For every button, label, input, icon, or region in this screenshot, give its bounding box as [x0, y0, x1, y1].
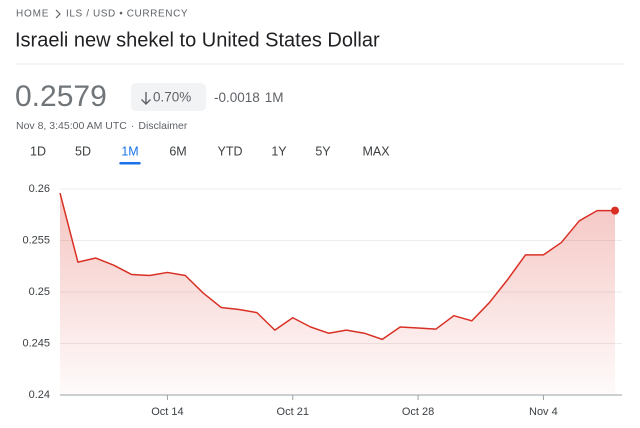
chart: 0.24 0.245 0.25 0.255 0.26 Oct 14 Oct 21 Oct 28…	[22, 183, 622, 418]
timestamp: Nov 8, 3:45:00 AM UTC	[16, 120, 127, 132]
change-badge	[131, 83, 206, 111]
price: 0.2579	[15, 80, 107, 113]
change-period: 1M	[265, 90, 284, 105]
range-tab[interactable]: 1Y	[271, 144, 287, 158]
last-point	[611, 206, 619, 215]
range-tab[interactable]: 1M	[121, 144, 138, 158]
range-tab[interactable]: 5D	[75, 144, 91, 158]
breadcrumb-home[interactable]: HOME	[16, 9, 49, 20]
breadcrumb-chevron	[55, 9, 61, 19]
y-tick-label: 0.24	[29, 389, 50, 401]
separator: ·	[131, 120, 135, 132]
page-title: Israeli new shekel to United States Doll…	[15, 29, 380, 51]
range-tabs: 1D 5D 1M 6M YTD 1Y 5Y MAX	[30, 144, 390, 165]
y-tick-label: 0.26	[29, 183, 50, 195]
change-value: -0.0018	[214, 90, 260, 105]
active-tab-underline	[119, 162, 141, 165]
down-arrow	[141, 92, 151, 105]
x-tick-label: Oct 21	[277, 406, 309, 418]
y-tick-label: 0.255	[22, 234, 50, 246]
range-tab[interactable]: YTD	[218, 144, 243, 158]
range-tab[interactable]: 1D	[30, 144, 46, 158]
breadcrumb-current: ILS / USD • CURRENCY	[66, 9, 188, 20]
y-tick-label: 0.245	[22, 337, 50, 349]
x-tick-label: Oct 28	[402, 406, 434, 418]
x-tick-label: Oct 14	[151, 406, 183, 418]
timestamp-line: Nov 8, 3:45:00 AM UTC · Disclaimer	[16, 120, 188, 132]
range-tab[interactable]: MAX	[362, 144, 390, 158]
change-amount: -0.0018 1M	[214, 90, 284, 105]
x-tick-label: Nov 4	[529, 406, 558, 418]
range-tab[interactable]: 5Y	[315, 144, 331, 158]
disclaimer[interactable]: Disclaimer	[138, 120, 188, 132]
range-tab[interactable]: 6M	[169, 144, 186, 158]
y-tick-label: 0.25	[29, 286, 50, 298]
area-fill	[60, 193, 615, 395]
change-percent: 0.70%	[153, 90, 191, 105]
price-line	[59, 192, 615, 341]
